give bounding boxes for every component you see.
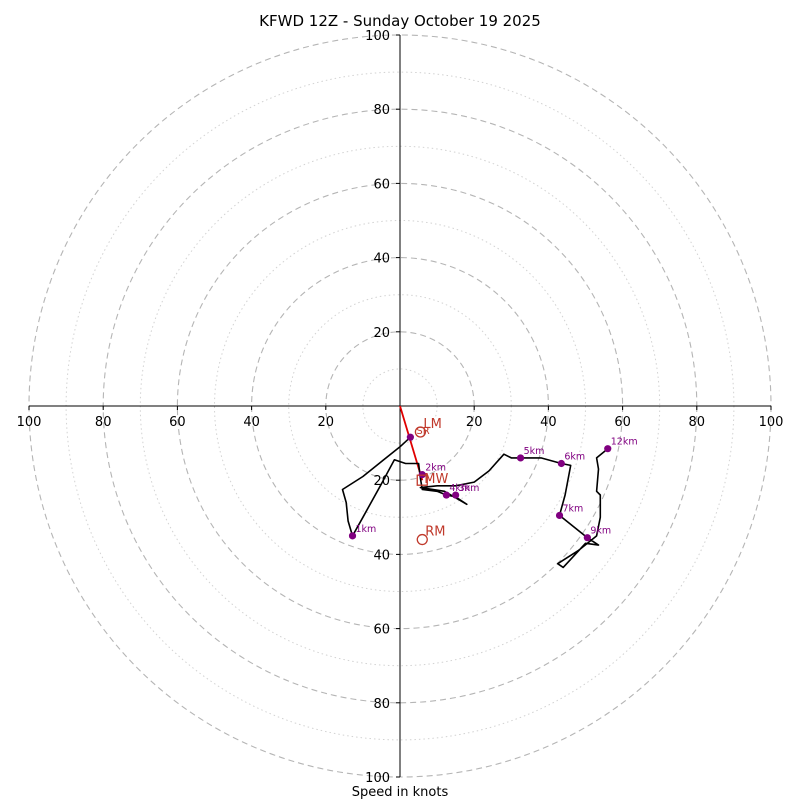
storm-motion-mw-marker [416, 474, 428, 486]
storm-motion-lm-marker [414, 426, 427, 438]
height-point-label: 9km [590, 526, 611, 537]
storm-motion-rm-marker [416, 533, 428, 546]
storm-motion-mw-label: MW [424, 472, 448, 487]
height-point-label: 7km [563, 503, 584, 514]
storm-motion-rm-label: RM [425, 525, 445, 540]
x-tick-label: 60 [169, 415, 186, 430]
height-point-label: 1km [356, 524, 377, 535]
y-tick-label: 40 [373, 252, 390, 267]
y-tick-label: 40 [373, 548, 390, 563]
height-point [442, 491, 450, 499]
x-tick-label: 40 [243, 415, 260, 430]
storm-relative-label: SR [416, 426, 429, 437]
height-point-label: 12km [611, 437, 638, 448]
x-axis-label: Speed in knots [352, 785, 449, 800]
x-tick-label: 20 [466, 415, 483, 430]
x-tick-label: 20 [318, 415, 335, 430]
y-tick-label: 60 [373, 177, 390, 192]
x-tick-label: 100 [17, 415, 42, 430]
storm-motion-layer: LM RM MW SR [414, 417, 448, 546]
height-point-label: 6km [564, 452, 585, 463]
x-tick-label: 60 [614, 415, 631, 430]
height-point [348, 532, 357, 540]
y-tick-label: 20 [373, 326, 390, 341]
hodograph-trace-layer [341, 436, 609, 569]
height-point-label: 5km [524, 446, 545, 457]
height-point-label: 4km [449, 483, 470, 494]
hodograph-line [341, 436, 609, 569]
y-tick-label: 80 [373, 697, 390, 712]
y-tick-label: 100 [365, 771, 390, 786]
x-tick-label: 100 [759, 415, 784, 430]
height-point [452, 491, 460, 499]
y-tick-label: 60 [373, 623, 390, 638]
height-point-label: 3km [459, 483, 480, 494]
height-point [555, 511, 564, 520]
storm-motion-lm-label: LM [423, 417, 441, 432]
height-point [406, 433, 414, 441]
height-point [557, 459, 565, 468]
height-point [516, 454, 525, 462]
x-tick-label: 80 [689, 415, 706, 430]
y-tick-label: 100 [365, 29, 390, 44]
y-tick-label: 80 [373, 103, 390, 118]
height-point [604, 445, 612, 453]
height-point-label: 2km [425, 463, 446, 474]
chart-title: KFWD 12Z - Sunday October 19 2025 [259, 12, 541, 30]
x-tick-label: 80 [95, 415, 112, 430]
height-point [583, 534, 591, 542]
x-tick-label: 40 [540, 415, 557, 430]
